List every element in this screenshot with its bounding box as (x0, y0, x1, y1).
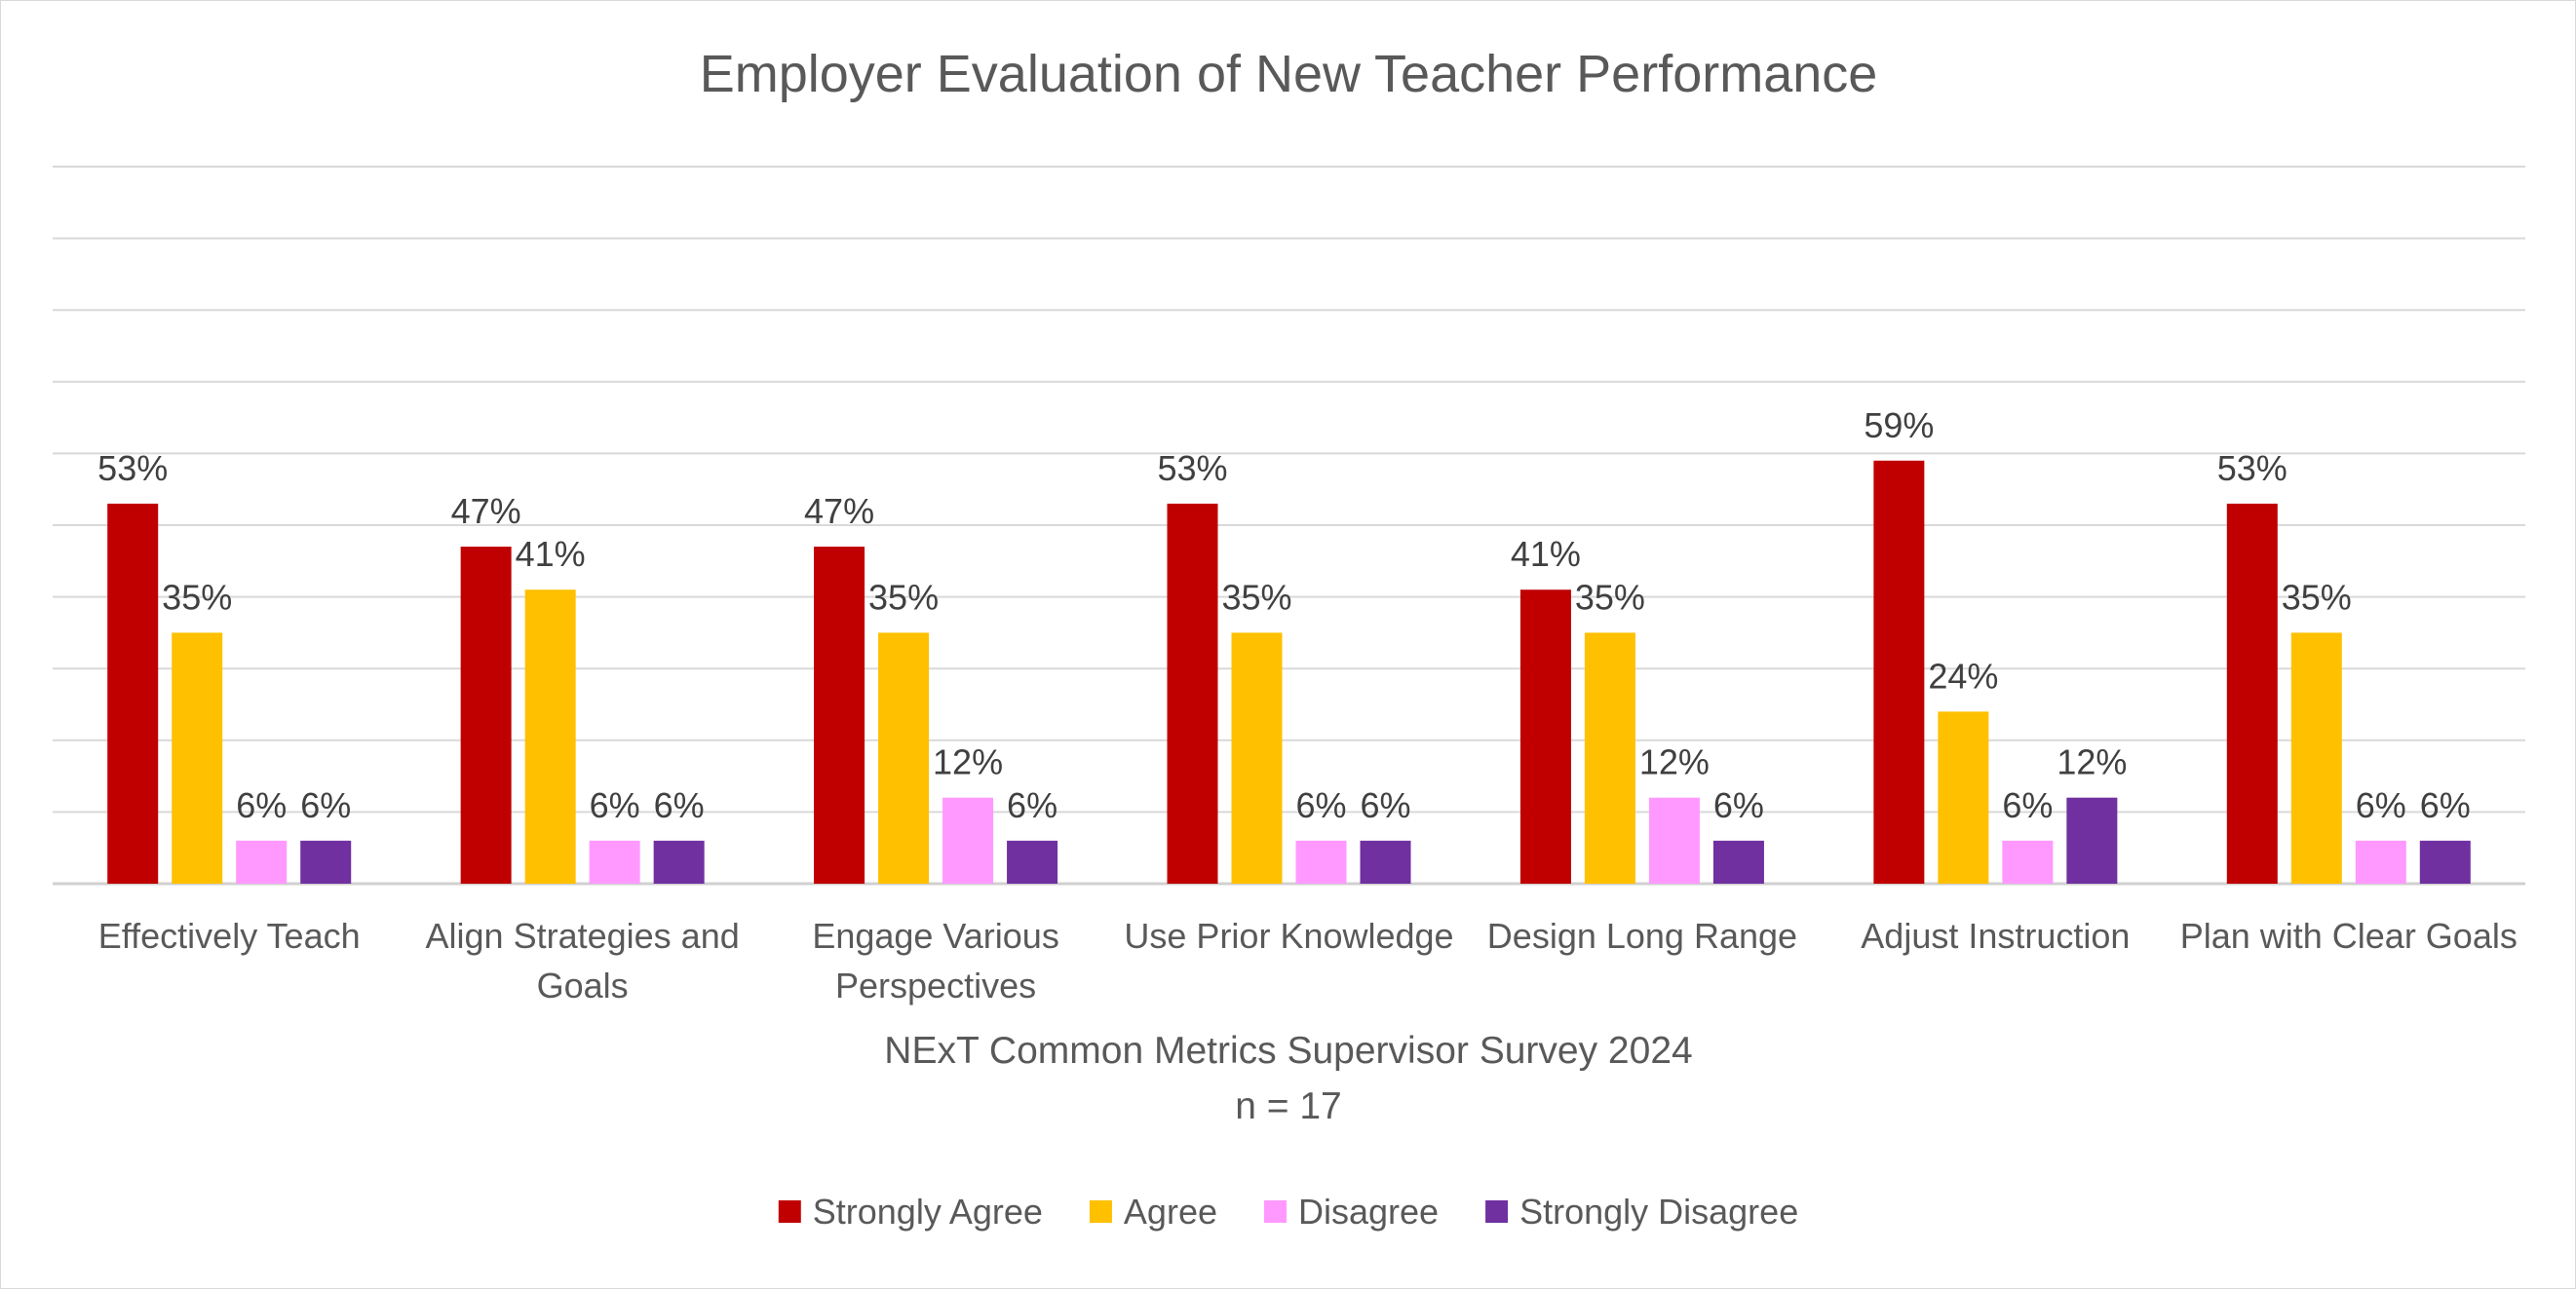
bar-agree (1938, 711, 1989, 884)
legend-label: Strongly Disagree (1519, 1192, 1798, 1232)
data-label: 47% (804, 491, 874, 531)
bar-agree (878, 632, 930, 884)
bar-agree (2290, 632, 2342, 884)
data-label: 6% (590, 785, 640, 825)
gridlines (53, 166, 2525, 886)
data-label: 6% (300, 785, 351, 825)
data-label: 12% (1639, 742, 1710, 782)
bar-strongly-disagree (1007, 840, 1058, 884)
bar-disagree (2002, 840, 2054, 884)
data-label: 35% (1221, 577, 1291, 617)
data-label: 6% (654, 785, 705, 825)
legend-swatch (1485, 1200, 1509, 1223)
x-axis-title-line: n = 17 (1235, 1085, 1342, 1127)
bar-strongly-agree (1873, 460, 1925, 884)
data-label: 6% (2002, 785, 2053, 825)
data-label: 6% (1295, 785, 1346, 825)
legend-swatch (778, 1200, 801, 1223)
data-label: 53% (1157, 448, 1227, 488)
bar-strongly-agree (107, 503, 159, 884)
bar-strongly-disagree (300, 840, 352, 884)
bar-strongly-disagree (2066, 797, 2118, 884)
bar-strongly-disagree (653, 840, 705, 884)
category-tick-label: Align Strategies and (426, 916, 740, 956)
data-label: 35% (162, 577, 232, 617)
category-tick-label: Use Prior Knowledge (1124, 916, 1453, 956)
bar-agree (524, 589, 576, 884)
data-label: 35% (1575, 577, 1645, 617)
bar-strongly-agree (1519, 589, 1571, 884)
bar-disagree (236, 840, 288, 884)
data-label: 6% (1360, 785, 1410, 825)
category-tick-label: Engage Various (812, 916, 1059, 956)
bar-agree (1584, 632, 1635, 884)
data-labels: 53%35%6% 6%47%41%6% 6%47%35%12%6%53%35%6% 6… (97, 405, 2471, 825)
legend: Strongly Agree Agree Disagree Strongly Disa… (778, 1192, 1798, 1232)
x-axis-title-line: NExT Common Metrics Supervisor Survey 20… (884, 1030, 1692, 1072)
bar-strongly-agree (460, 547, 512, 884)
bar-disagree (1295, 840, 1347, 884)
data-label: 35% (868, 577, 939, 617)
category-axis: Effectively Teach Align Strategies and Goa… (98, 916, 2518, 1005)
data-label: 12% (933, 742, 1003, 782)
category-tick-label: Adjust Instruction (1861, 916, 2130, 956)
bar-strongly-disagree (1360, 840, 1411, 884)
bar-agree (1231, 632, 1283, 884)
data-label: 6% (236, 785, 287, 825)
category-tick-label: Design Long Range (1487, 916, 1797, 956)
data-label: 6% (1007, 785, 1057, 825)
bar-strongly-agree (1167, 503, 1218, 884)
bar-disagree (1648, 797, 1700, 884)
legend-item-strongly-agree: Strongly Agree (778, 1192, 1043, 1232)
bar-disagree (942, 797, 994, 884)
legend-item-strongly-disagree: Strongly Disagree (1485, 1192, 1798, 1232)
data-label: 6% (2420, 785, 2471, 825)
category-tick-label: Plan with Clear Goals (2180, 916, 2518, 956)
data-label: 35% (2282, 577, 2352, 617)
data-label: 53% (97, 448, 168, 488)
legend-swatch (1264, 1200, 1288, 1223)
legend-label: Agree (1124, 1192, 1217, 1232)
data-label: 41% (516, 534, 586, 574)
data-label: 53% (2217, 448, 2288, 488)
bar-strongly-disagree (2419, 840, 2471, 884)
legend-label: Strongly Agree (813, 1192, 1043, 1232)
data-label: 47% (451, 491, 521, 531)
data-label: 59% (1864, 405, 1934, 445)
category-tick-label: Goals (537, 966, 629, 1005)
category-tick-label: Perspectives (835, 966, 1036, 1005)
x-axis-title: NExT Common Metrics Supervisor Survey 20… (884, 1030, 1692, 1127)
bar-strongly-disagree (1712, 840, 1764, 884)
data-label: 12% (2057, 742, 2127, 782)
bars (107, 460, 2471, 884)
data-label: 6% (2356, 785, 2406, 825)
legend-item-disagree: Disagree (1264, 1192, 1439, 1232)
bar-disagree (2355, 840, 2406, 884)
data-label: 41% (1511, 534, 1581, 574)
data-label: 24% (1928, 656, 1998, 696)
bar-strongly-agree (814, 547, 865, 884)
bar-strongly-agree (2226, 503, 2278, 884)
legend-item-agree: Agree (1089, 1192, 1217, 1232)
chart-title: Employer Evaluation of New Teacher Perfo… (700, 45, 1878, 103)
bar-agree (172, 632, 223, 884)
bar-disagree (589, 840, 640, 884)
category-tick-label: Effectively Teach (98, 916, 361, 956)
legend-swatch (1089, 1200, 1112, 1223)
data-label: 6% (1713, 785, 1764, 825)
legend-label: Disagree (1298, 1192, 1439, 1232)
